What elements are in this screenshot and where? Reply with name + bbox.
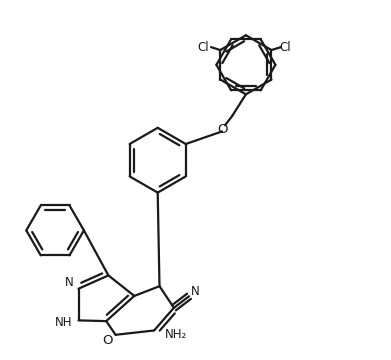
Text: NH: NH	[56, 316, 73, 329]
Text: Cl: Cl	[197, 41, 209, 54]
Text: O: O	[217, 123, 228, 136]
Text: O: O	[102, 334, 113, 347]
Text: N: N	[65, 276, 74, 289]
Text: NH₂: NH₂	[165, 328, 187, 341]
Text: N: N	[191, 285, 200, 298]
Text: Cl: Cl	[279, 41, 291, 54]
